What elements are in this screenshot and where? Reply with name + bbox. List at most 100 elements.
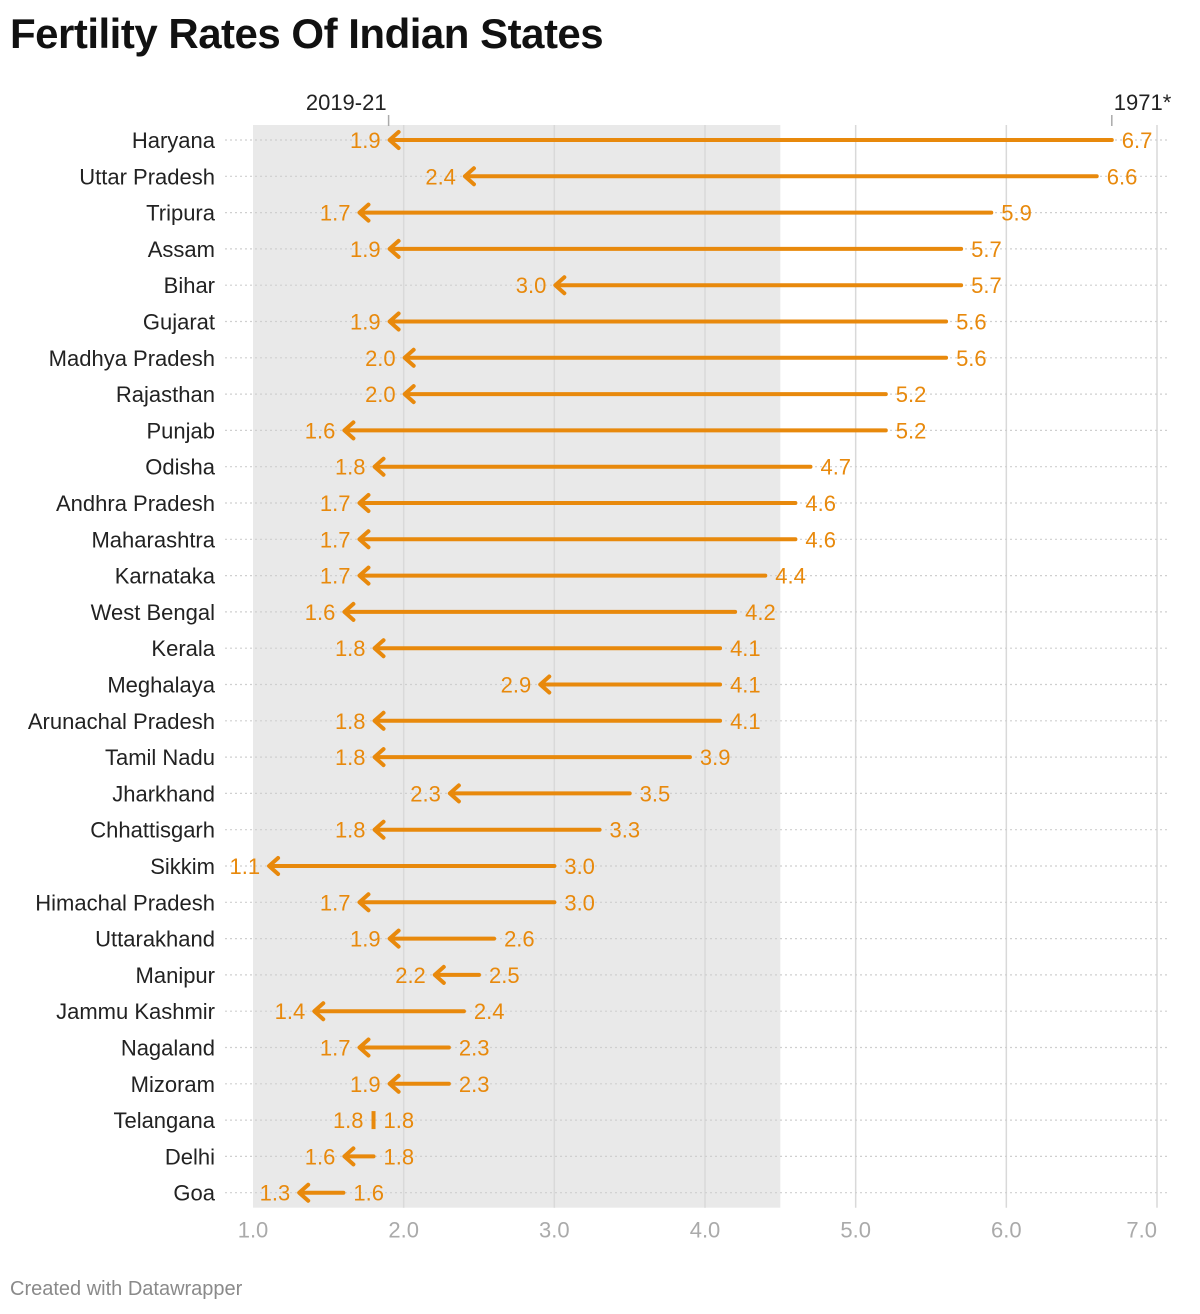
arrow-head bbox=[267, 856, 281, 876]
value-label-1971: 6.7 bbox=[1122, 128, 1153, 153]
value-label-2019: 1.8 bbox=[335, 455, 366, 480]
footer-credit: Created with Datawrapper bbox=[10, 1278, 243, 1300]
value-label-1971: 4.1 bbox=[730, 673, 761, 698]
state-label: Himachal Pradesh bbox=[35, 890, 215, 915]
value-label-2019: 1.9 bbox=[350, 237, 381, 262]
value-label-1971: 4.2 bbox=[745, 600, 776, 625]
value-label-2019: 1.7 bbox=[320, 564, 351, 589]
value-label-2019: 1.8 bbox=[335, 636, 366, 661]
arrow-head bbox=[538, 674, 552, 695]
arrow-head bbox=[357, 892, 371, 913]
value-label-1971: 1.6 bbox=[353, 1181, 384, 1206]
value-label-2019: 1.9 bbox=[350, 128, 381, 153]
chart-row: Assam 1.9 5.7 bbox=[148, 237, 1170, 262]
chart-row: Telangana 1.8 1.8 bbox=[113, 1108, 1170, 1133]
chart-row: Odisha 1.8 4.7 bbox=[145, 455, 1170, 480]
chart-row: Andhra Pradesh 1.7 4.6 bbox=[56, 491, 1170, 516]
x-tick-label: 6.0 bbox=[991, 1218, 1022, 1243]
value-label-2019: 1.8 bbox=[335, 818, 366, 843]
arrow-head bbox=[372, 747, 386, 768]
state-label: Tamil Nadu bbox=[105, 745, 215, 770]
chart-row: Delhi 1.6 1.8 bbox=[165, 1144, 1170, 1169]
value-label-1971: 2.6 bbox=[504, 927, 535, 952]
value-label-2019: 1.9 bbox=[350, 1072, 381, 1097]
chart-row: Nagaland 1.7 2.3 bbox=[121, 1036, 1170, 1061]
state-label: Nagaland bbox=[121, 1036, 215, 1061]
value-label-2019: 2.2 bbox=[395, 963, 426, 988]
arrow-head bbox=[387, 1073, 401, 1094]
arrow-head bbox=[402, 384, 416, 405]
chart-rows: Haryana 1.9 6.7 Uttar Pradesh 2.4 6.6 Tripura 1… bbox=[28, 128, 1170, 1206]
value-label-1971: 3.0 bbox=[564, 890, 595, 915]
value-label-1971: 4.1 bbox=[730, 709, 761, 734]
value-label-1971: 1.8 bbox=[384, 1108, 415, 1133]
value-label-2019: 1.9 bbox=[350, 927, 381, 952]
arrow-head bbox=[387, 130, 401, 150]
value-label-1971: 5.9 bbox=[1001, 201, 1032, 226]
value-label-1971: 5.2 bbox=[896, 382, 927, 407]
value-label-1971: 5.2 bbox=[896, 418, 927, 443]
arrow-head bbox=[357, 529, 371, 550]
arrow-head bbox=[387, 311, 401, 332]
chart-row: Meghalaya 2.9 4.1 bbox=[107, 673, 1170, 698]
state-label: Chhattisgarh bbox=[90, 818, 215, 843]
value-label-1971: 2.3 bbox=[459, 1036, 490, 1061]
state-label: Gujarat bbox=[143, 310, 215, 335]
value-label-1971: 5.7 bbox=[971, 237, 1002, 262]
chart-row: Jharkhand 2.3 3.5 bbox=[112, 781, 1170, 806]
chart-row: Kerala 1.8 4.1 bbox=[151, 636, 1170, 661]
state-label: Punjab bbox=[146, 418, 215, 443]
state-label: Telangana bbox=[113, 1108, 215, 1133]
state-label: Maharashtra bbox=[91, 527, 215, 552]
arrow-head bbox=[372, 638, 386, 659]
chart-row: Mizoram 1.9 2.3 bbox=[131, 1072, 1170, 1097]
value-label-2019: 1.9 bbox=[350, 310, 381, 335]
state-label: Goa bbox=[173, 1181, 215, 1206]
state-label: Andhra Pradesh bbox=[56, 491, 215, 516]
x-tick-label: 4.0 bbox=[690, 1218, 721, 1243]
value-label-2019: 2.0 bbox=[365, 346, 396, 371]
chart-row: Gujarat 1.9 5.6 bbox=[143, 310, 1170, 335]
x-axis: 1.0 2.0 3.0 4.0 5.0 6.0 7.0 bbox=[238, 1218, 1157, 1243]
state-label: Meghalaya bbox=[107, 673, 215, 698]
arrow-head bbox=[357, 1037, 371, 1058]
value-label-2019: 1.6 bbox=[305, 1144, 336, 1169]
state-label: Jharkhand bbox=[112, 781, 215, 806]
value-label-2019: 1.7 bbox=[320, 491, 351, 516]
value-label-1971: 2.3 bbox=[459, 1072, 490, 1097]
value-label-1971: 4.6 bbox=[805, 527, 836, 552]
chart-row: Uttar Pradesh 2.4 6.6 bbox=[79, 164, 1170, 189]
value-label-1971: 2.4 bbox=[474, 999, 505, 1024]
value-label-2019: 1.8 bbox=[333, 1108, 364, 1133]
x-tick-label: 2.0 bbox=[388, 1218, 419, 1243]
state-label: Sikkim bbox=[150, 854, 215, 879]
chart-row: Punjab 1.6 5.2 bbox=[146, 418, 1170, 443]
value-label-1971: 4.1 bbox=[730, 636, 761, 661]
value-label-2019: 1.7 bbox=[320, 890, 351, 915]
chart-row: Haryana 1.9 6.7 bbox=[132, 128, 1170, 153]
state-label: Arunachal Pradesh bbox=[28, 709, 215, 734]
arrow-head bbox=[447, 783, 461, 804]
value-label-2019: 2.9 bbox=[501, 673, 532, 698]
value-label-1971: 4.7 bbox=[820, 455, 851, 480]
value-label-2019: 1.8 bbox=[335, 745, 366, 770]
value-label-2019: 3.0 bbox=[516, 273, 547, 298]
value-label-2019: 1.7 bbox=[320, 201, 351, 226]
chart-row: Tamil Nadu 1.8 3.9 bbox=[105, 745, 1170, 770]
chart-row: Arunachal Pradesh 1.8 4.1 bbox=[28, 709, 1170, 734]
state-label: Jammu Kashmir bbox=[56, 999, 215, 1024]
arrow-head bbox=[387, 238, 401, 259]
value-label-1971: 4.6 bbox=[805, 491, 836, 516]
value-label-1971: 5.6 bbox=[956, 310, 987, 335]
arrow-head bbox=[357, 565, 371, 586]
arrow-head bbox=[312, 1001, 326, 1022]
arrow-head bbox=[372, 456, 386, 477]
chart-row: Uttarakhand 1.9 2.6 bbox=[95, 927, 1170, 952]
state-label: Uttar Pradesh bbox=[79, 164, 215, 189]
value-label-2019: 2.3 bbox=[410, 781, 441, 806]
value-label-2019: 1.1 bbox=[229, 854, 260, 879]
arrow-head bbox=[297, 1182, 311, 1203]
x-tick-label: 7.0 bbox=[1126, 1218, 1157, 1243]
value-label-2019: 2.0 bbox=[365, 382, 396, 407]
state-label: Odisha bbox=[145, 455, 215, 480]
